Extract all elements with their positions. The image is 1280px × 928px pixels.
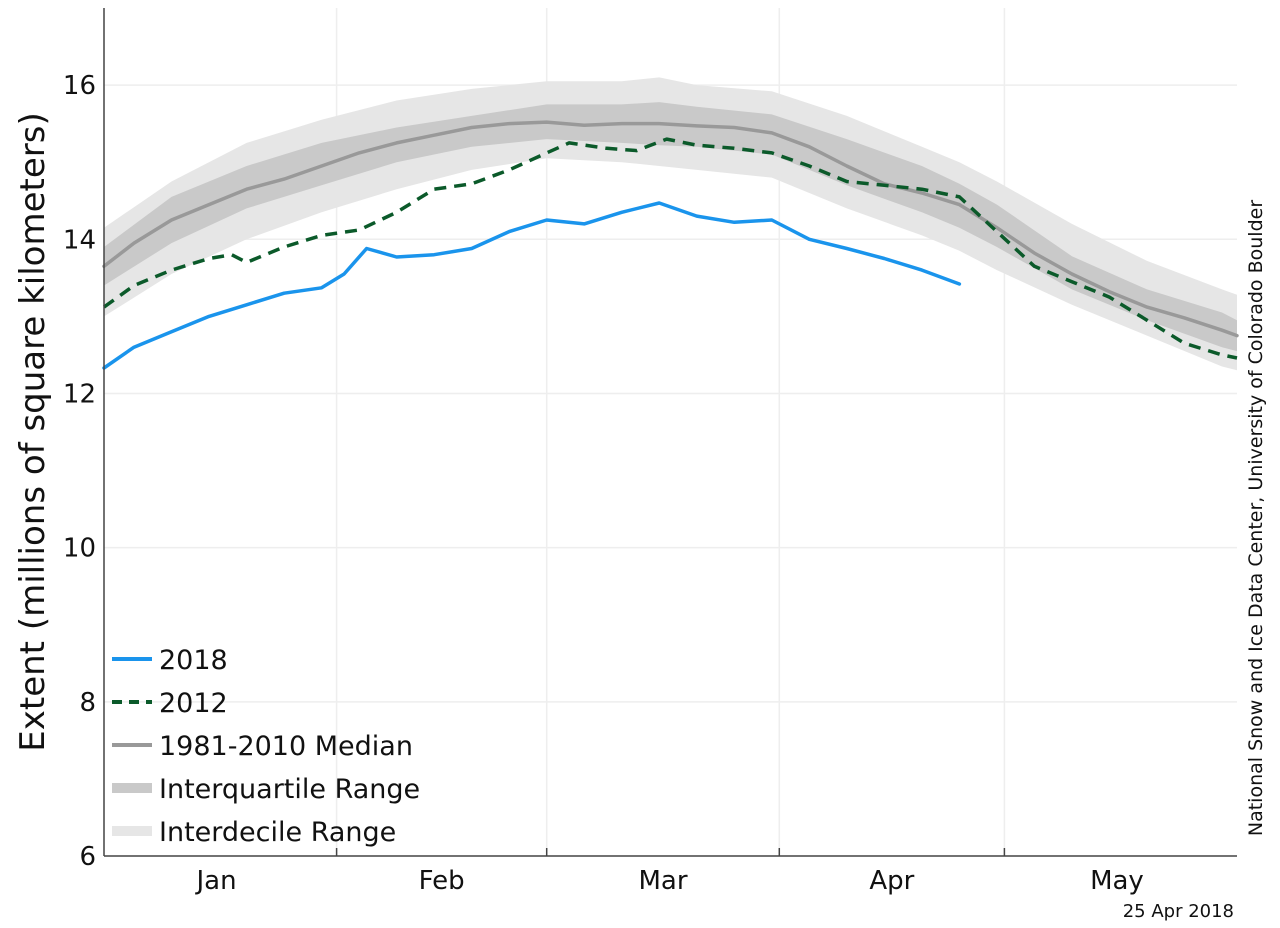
y-tick-label: 14 bbox=[63, 225, 96, 255]
credit-label: National Snow and Ice Data Center, Unive… bbox=[1245, 200, 1267, 836]
legend-swatch bbox=[112, 783, 152, 793]
interquartile-range-band bbox=[104, 102, 1237, 352]
legend-label: Interdecile Range bbox=[159, 817, 396, 848]
legend-label: Interquartile Range bbox=[159, 774, 420, 805]
legend-item: 1981-2010 Median bbox=[112, 731, 413, 762]
axes bbox=[103, 8, 1237, 857]
x-tick-labels: Jan Feb Mar Apr May bbox=[195, 866, 1144, 896]
legend-swatch bbox=[112, 826, 152, 836]
y-tick-label: 16 bbox=[63, 71, 96, 101]
x-tick-label: Mar bbox=[638, 866, 687, 896]
y-tick-labels: 6 8 10 12 14 16 bbox=[63, 71, 96, 872]
legend: 2018 2012 1981-2010 Median Interquartile Ra… bbox=[112, 645, 420, 848]
y-tick-label: 6 bbox=[79, 842, 96, 872]
legend-item: Interdecile Range bbox=[112, 817, 396, 848]
legend-item: 2018 bbox=[112, 645, 228, 676]
legend-item: Interquartile Range bbox=[112, 774, 420, 805]
range-bands bbox=[104, 77, 1237, 371]
y-tick-label: 12 bbox=[63, 379, 96, 409]
legend-label: 2018 bbox=[159, 645, 228, 676]
series-line-2018 bbox=[102, 201, 962, 370]
x-tick-label: May bbox=[1090, 866, 1144, 896]
date-label: 25 Apr 2018 bbox=[1123, 901, 1234, 922]
series-line-2012 bbox=[102, 137, 1238, 360]
series-line-1981-2010-median bbox=[102, 120, 1239, 338]
x-tick-label: Jan bbox=[195, 866, 237, 896]
series-lines bbox=[102, 120, 1239, 370]
legend-label: 1981-2010 Median bbox=[159, 731, 413, 762]
x-tick-label: Apr bbox=[869, 866, 914, 896]
legend-label: 2012 bbox=[159, 688, 228, 719]
legend-item: 2012 bbox=[112, 688, 228, 719]
y-tick-label: 10 bbox=[63, 534, 96, 564]
x-tick-label: Feb bbox=[419, 866, 465, 896]
y-axis-label: Extent (millions of square kilometers) bbox=[13, 112, 53, 751]
y-tick-label: 8 bbox=[79, 688, 96, 718]
